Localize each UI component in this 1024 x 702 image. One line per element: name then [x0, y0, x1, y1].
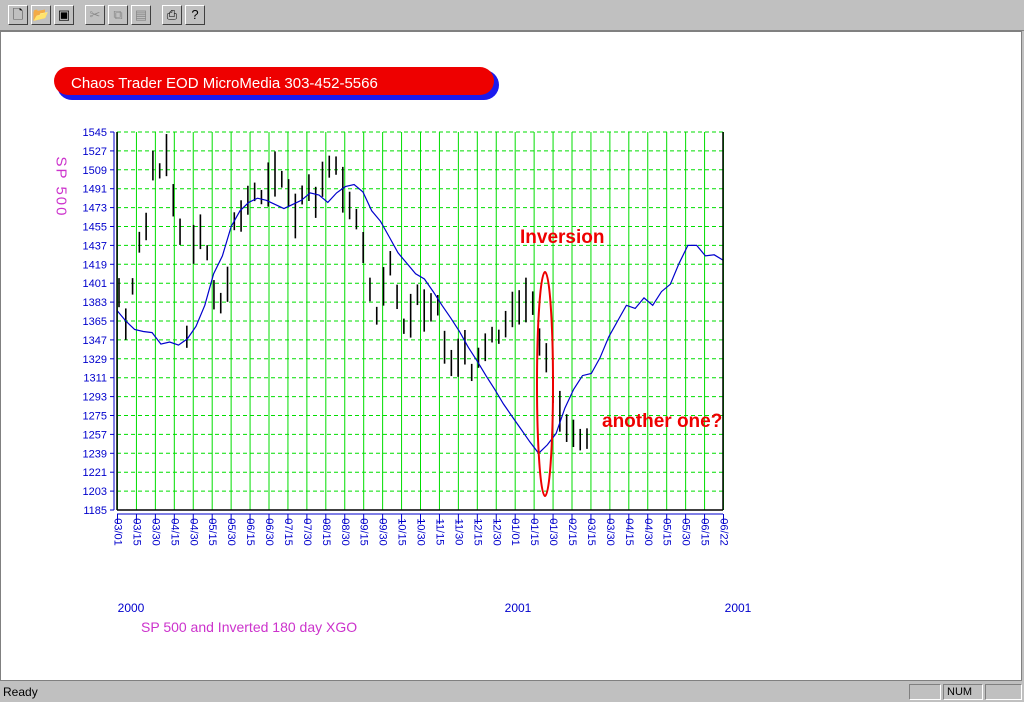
save-disk-icon: ▣	[57, 7, 71, 22]
y-tick-label: 1473	[83, 203, 107, 215]
new-file-button[interactable]: 🗋	[8, 5, 28, 25]
open-button[interactable]: 📂	[31, 5, 51, 25]
x-tick-label: 05/15	[661, 518, 673, 546]
paste-icon: ▤	[134, 7, 148, 22]
y-tick-label: 1257	[83, 429, 107, 441]
save-button[interactable]: ▣	[54, 5, 74, 25]
x-tick-label: 03/30	[149, 518, 161, 546]
y-tick-label: 1221	[83, 467, 107, 479]
help-icon: ?	[191, 7, 199, 22]
status-pane-blank	[909, 684, 941, 700]
x-tick-label: 04/15	[168, 518, 180, 546]
y-tick-label: 1509	[83, 165, 107, 177]
chart-svg: Chaos Trader EOD MicroMedia 303-452-5566…	[53, 67, 752, 635]
cut-icon: ✂	[89, 7, 101, 22]
new-file-icon: 🗋	[12, 7, 24, 22]
copy-icon: ⧉	[113, 7, 123, 22]
x-tick-label: 09/30	[377, 518, 389, 546]
x-tick-label: 08/30	[339, 518, 351, 546]
x-tick-label: 08/15	[320, 518, 332, 546]
sp500-bars	[118, 134, 588, 451]
chart-axes	[113, 132, 724, 515]
y-tick-label: 1293	[83, 392, 107, 404]
x-tick-label: 04/15	[623, 518, 635, 546]
y-tick-label: 1275	[83, 411, 107, 423]
inversion-annotation: Inversion	[520, 227, 604, 248]
x-tick-label: 05/30	[225, 518, 237, 546]
inversion-ellipse	[536, 271, 554, 497]
y-tick-label: 1545	[83, 127, 107, 139]
y-tick-labels: 1545 1527 1509 1491 1473 1455 1437 1419 1401 1383…	[83, 127, 114, 517]
x-tick-label: 06/22	[718, 518, 730, 546]
y-tick-label: 1401	[83, 278, 107, 290]
y-tick-label: 1491	[83, 184, 107, 196]
y-tick-label: 1311	[83, 373, 107, 385]
x-tick-labels: 03/01 03/15 03/30 04/15 04/30 05/15 05/30 06/15…	[112, 514, 730, 546]
x-tick-label: 06/15	[244, 518, 256, 546]
x-tick-label: 07/30	[301, 518, 313, 546]
status-text: Ready	[3, 685, 38, 699]
help-button[interactable]: ?	[185, 5, 205, 25]
y-tick-label: 1185	[83, 505, 107, 517]
open-folder-icon: 📂	[32, 7, 50, 22]
y-tick-label: 1239	[83, 448, 107, 460]
year-label: 2001	[505, 601, 532, 615]
y-axis-label-text: SP 500	[53, 157, 70, 218]
y-tick-label: 1347	[83, 335, 107, 347]
y-tick-label: 1437	[83, 240, 107, 252]
x-tick-label: 03/15	[130, 518, 142, 546]
x-tick-label: 03/01	[112, 518, 124, 546]
paste-button[interactable]: ▤	[131, 5, 151, 25]
y-axis-label: SP 500	[53, 157, 70, 218]
copy-button[interactable]: ⧉	[108, 5, 128, 25]
y-tick-label: 1329	[83, 354, 107, 366]
year-labels: 2000 2001 2001	[118, 601, 752, 615]
x-tick-label: 11/15	[433, 519, 445, 546]
y-tick-label: 1455	[83, 222, 107, 234]
x-tick-label: 07/15	[282, 518, 294, 546]
x-tick-label: 12/15	[471, 518, 483, 546]
status-bar: Ready NUM	[0, 683, 1024, 702]
x-tick-label: 01/01	[509, 518, 521, 546]
y-tick-label: 1383	[83, 297, 107, 309]
xgo-line-path	[116, 183, 724, 455]
x-tick-label: 02/15	[566, 518, 578, 546]
chart-caption: SP 500 and Inverted 180 day XGO	[141, 619, 357, 635]
x-tick-label: 09/15	[358, 518, 370, 546]
x-tick-label: 01/30	[547, 518, 559, 546]
x-tick-label: 06/30	[263, 518, 275, 546]
x-tick-label: 12/30	[490, 518, 502, 546]
x-tick-label: 03/15	[585, 518, 597, 546]
year-label: 2000	[118, 601, 145, 615]
x-tick-label: 04/30	[642, 518, 654, 546]
y-tick-label: 1365	[83, 316, 107, 328]
year-label: 2001	[725, 601, 752, 615]
status-pane-num: NUM	[943, 684, 983, 700]
y-tick-label: 1203	[83, 486, 107, 498]
x-tick-label: 10/15	[396, 518, 408, 546]
x-tick-label: 05/30	[680, 518, 692, 546]
toolbar: 🗋 📂 ▣ ✂ ⧉ ▤ ⎙ ?	[0, 0, 1024, 31]
chart-grid	[117, 131, 724, 511]
x-tick-label: 05/15	[206, 518, 218, 546]
xgo-line	[116, 183, 724, 455]
print-icon: ⎙	[166, 7, 178, 22]
y-tick-label: 1527	[83, 146, 107, 158]
print-button[interactable]: ⎙	[162, 5, 182, 25]
x-tick-label: 11/30	[452, 519, 464, 546]
x-tick-label: 06/15	[699, 518, 711, 546]
x-tick-label: 01/15	[528, 518, 540, 546]
status-pane-blank-2	[985, 684, 1022, 700]
another-one-annotation: another one?	[602, 411, 722, 432]
chart-window: Chaos Trader EOD MicroMedia 303-452-5566…	[0, 31, 1022, 681]
chart-banner-title: Chaos Trader EOD MicroMedia 303-452-5566	[71, 75, 378, 92]
y-tick-label: 1419	[83, 259, 107, 271]
x-tick-label: 04/30	[187, 518, 199, 546]
cut-button[interactable]: ✂	[85, 5, 105, 25]
x-tick-label: 10/30	[415, 518, 427, 546]
x-tick-label: 03/30	[604, 518, 616, 546]
chart-banner: Chaos Trader EOD MicroMedia 303-452-5566	[54, 67, 499, 100]
